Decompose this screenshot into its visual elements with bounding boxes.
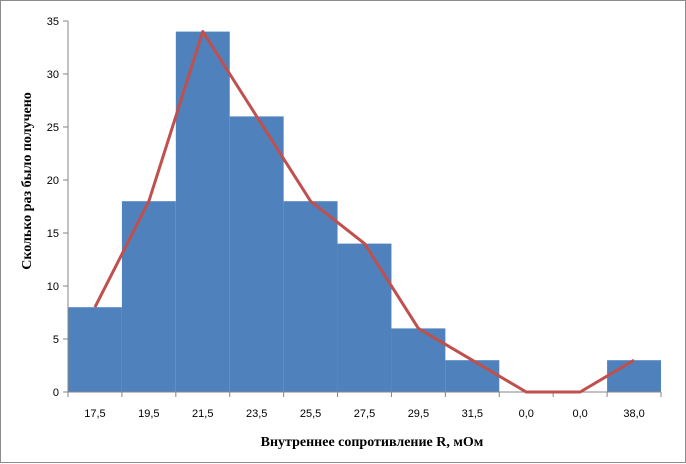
bar-10 [607,360,661,392]
bar-1 [121,201,176,392]
y-tick-label: 0 [53,387,59,399]
bar-7 [445,360,500,392]
bar-3 [229,116,284,393]
x-tick-label: 27,5 [354,408,375,420]
x-tick-label: 38,0 [623,408,644,420]
x-tick-label: 17,5 [84,408,105,420]
y-tick-label: 20 [47,175,59,187]
x-tick-label: 21,5 [192,408,213,420]
x-tick-label: 0,0 [572,408,587,420]
y-tick-label: 30 [47,69,59,81]
y-tick-label: 35 [47,16,59,28]
x-tick-label: 0,0 [519,408,534,420]
bar-2 [175,31,230,392]
bars-group [68,31,661,393]
y-tick-label: 15 [47,228,59,240]
y-tick-label: 5 [53,334,59,346]
y-axis-title: Сколько раз было получено [20,92,35,270]
x-tick-label: 29,5 [408,408,429,420]
x-axis-title: Внутреннее сопротивление R, мОм [261,435,484,450]
bar-4 [283,201,338,392]
x-tick-labels: 17,5 19,5 21,5 23,5 25,5 27,5 29,5 31,5 0,0 0,0 38… [84,408,645,420]
y-tick-labels: 0 5 10 15 20 25 30 35 [47,16,59,399]
x-tick-label: 23,5 [246,408,267,420]
x-tick-label: 25,5 [300,408,321,420]
x-tick-label: 31,5 [462,408,483,420]
y-tick-label: 25 [47,122,59,134]
frequency-polygon-line [93,30,635,394]
x-tick-label: 19,5 [138,408,159,420]
bar-5 [337,243,392,392]
y-tick-label: 10 [47,281,59,293]
bar-0 [68,307,122,392]
